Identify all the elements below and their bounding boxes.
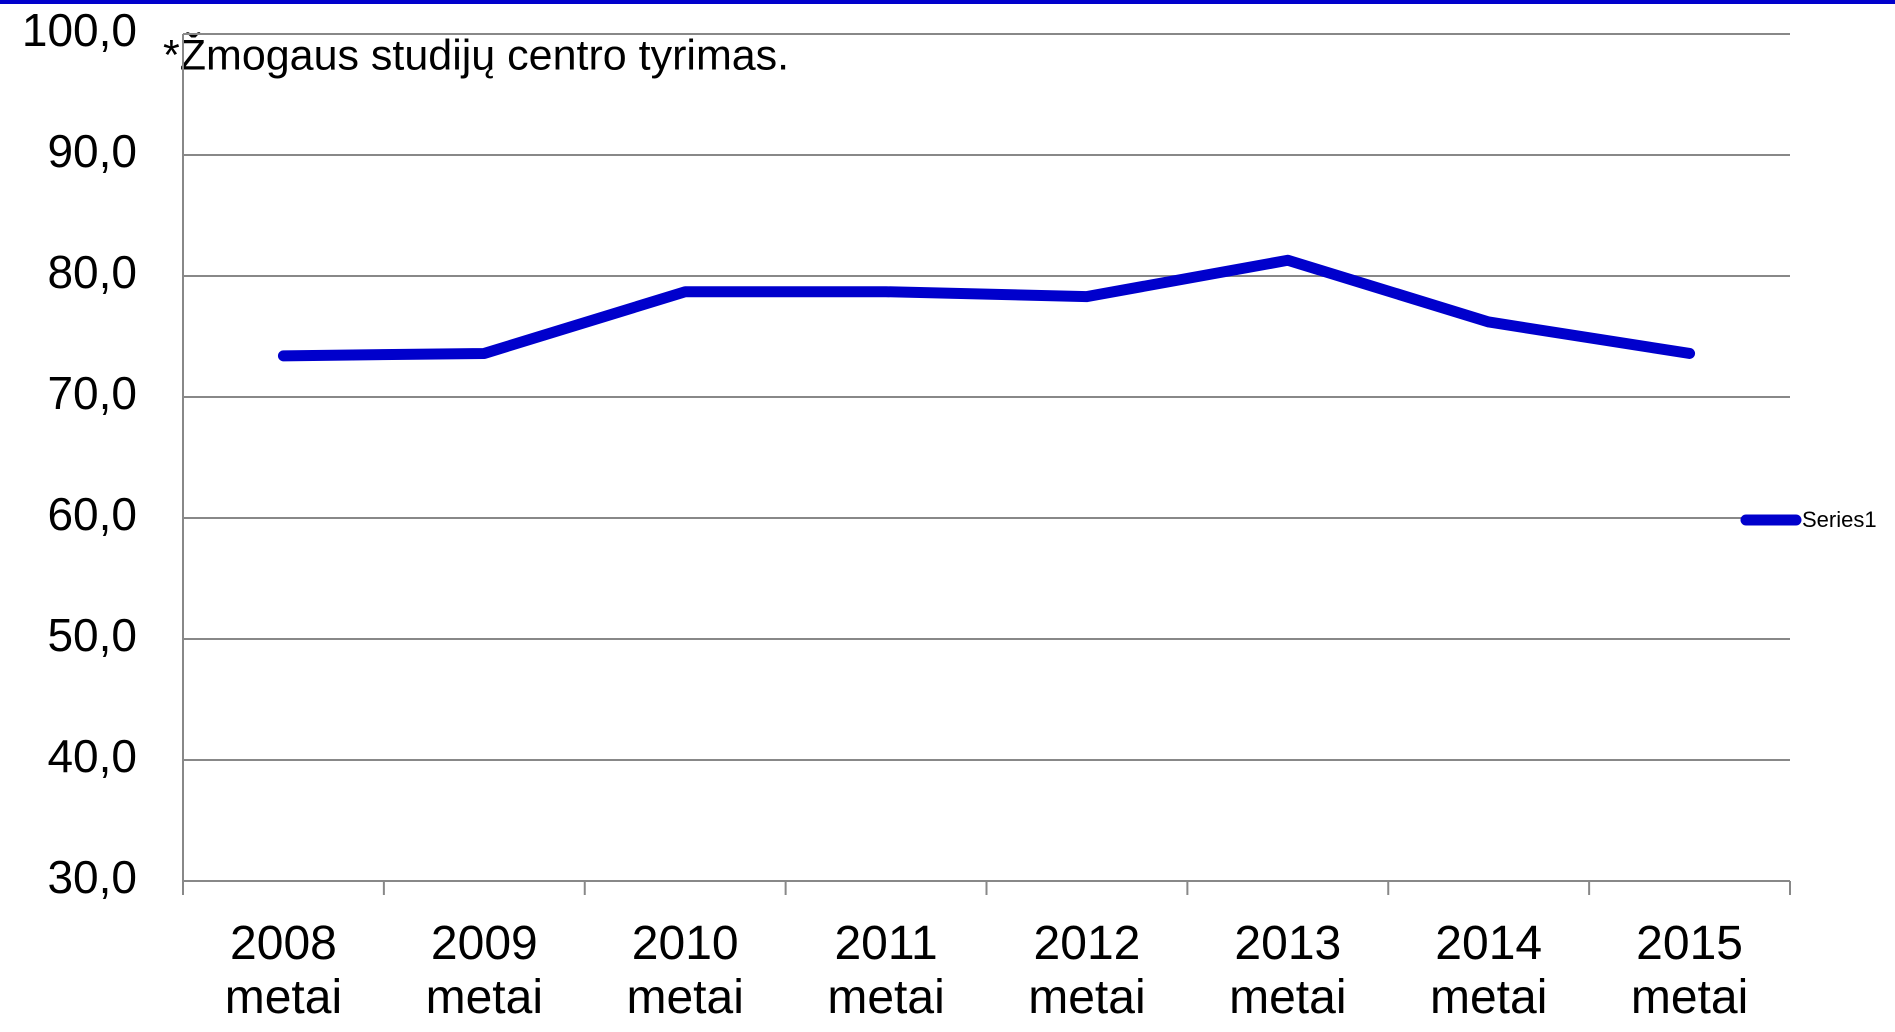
y-tick-label: 30,0 — [47, 851, 137, 903]
y-tick-label: 90,0 — [47, 125, 137, 177]
x-tick-label: 2014 metai — [1430, 917, 1548, 1024]
x-tick-label: 2008 metai — [224, 917, 343, 1024]
x-tick-label: 2013 metai — [1229, 917, 1347, 1024]
annotation: *Žmogaus studijų centro tyrimas. — [163, 31, 789, 79]
x-tick-label: 2015 metai — [1630, 917, 1749, 1024]
y-tick-label: 100,0 — [22, 4, 137, 56]
y-tick-label: 40,0 — [47, 730, 137, 782]
x-tick-label: 2012 metai — [1028, 917, 1146, 1024]
y-tick-label: 80,0 — [47, 246, 137, 298]
x-tick-label: 2011 metai — [827, 917, 945, 1024]
x-tick-label: 2010 metai — [626, 917, 744, 1024]
x-tick-label: 2009 metai — [425, 917, 543, 1024]
y-tick-label: 50,0 — [47, 609, 137, 661]
top-rule — [0, 0, 1895, 4]
line — [277, 254, 1696, 362]
legend-label: Series1 — [1802, 507, 1877, 532]
y-tick-label: 70,0 — [47, 367, 137, 419]
y-tick-label: 60,0 — [47, 488, 137, 540]
